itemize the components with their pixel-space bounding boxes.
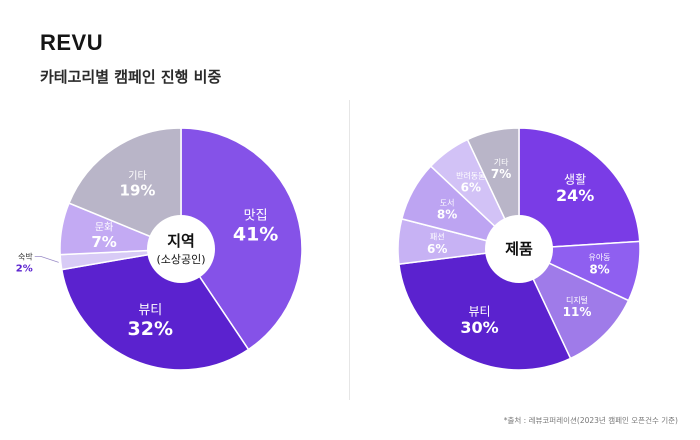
value-디지털: 11% [563, 305, 592, 319]
label-뷰티: 뷰티 [468, 304, 490, 318]
center-label-1-1: 지역 [167, 232, 195, 250]
value-기타: 7% [491, 167, 511, 181]
slice-디지털 [517, 247, 630, 360]
value-유아동: 8% [589, 262, 609, 276]
source-footnote: *출처 : 레뷰코퍼레이션(2023년 캠페인 오픈건수 기준) [503, 416, 678, 425]
value-반려동물: 6% [461, 181, 481, 195]
value-문화: 7% [91, 233, 116, 251]
label-문화: 문화 [95, 222, 113, 234]
label-맛집: 맛집 [244, 209, 268, 224]
chart-subtitle: 카테고리별 캠페인 진행 비중 [40, 68, 222, 86]
slice-뷰티 [60, 248, 250, 371]
label-패션: 패션 [430, 232, 445, 242]
value-숙박: 2% [16, 263, 33, 274]
value-맛집: 41% [233, 224, 278, 246]
leader-숙박 [34, 255, 59, 263]
label-기타: 기타 [128, 170, 146, 182]
value-기타: 19% [120, 182, 156, 200]
pie-center-1 [147, 215, 215, 283]
value-뷰티: 32% [128, 318, 173, 340]
label-기타: 기타 [494, 158, 509, 167]
value-도서: 8% [437, 208, 457, 222]
center-label-2-1: 제품 [505, 240, 533, 258]
label-생활: 생활 [564, 173, 586, 187]
slice-맛집 [180, 127, 303, 351]
label-디지털: 디지털 [566, 295, 588, 305]
label-유아동: 유아동 [588, 252, 610, 262]
label-도서: 도서 [440, 198, 455, 207]
center-label-1-2: (소상공인) [156, 253, 205, 266]
pie-center-2 [485, 215, 553, 283]
value-뷰티: 30% [460, 318, 498, 337]
slice-기타 [68, 127, 182, 251]
brand-logo: REVU [40, 30, 104, 55]
label-반려동물: 반려동물 [456, 171, 485, 181]
value-패션: 6% [427, 242, 447, 256]
label-뷰티: 뷰티 [138, 303, 162, 318]
divider [349, 100, 350, 400]
value-생활: 24% [556, 186, 594, 205]
slice-생활 [518, 127, 641, 250]
label-숙박: 숙박 [18, 251, 33, 261]
pie-chart-2: 생활24%유아동8%디지털11%뷰티30%패션6%도서8%반려동물6%기타7%제… [397, 127, 641, 371]
